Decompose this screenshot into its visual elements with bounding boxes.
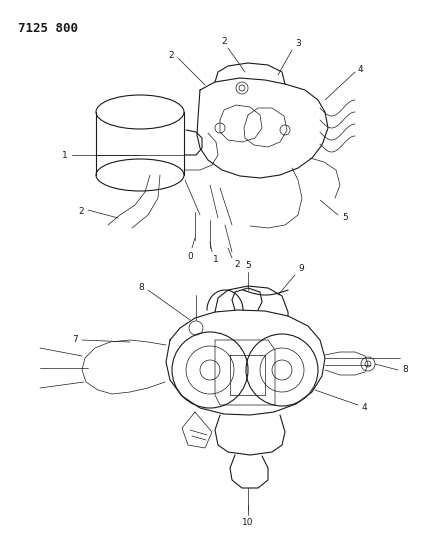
Text: 8: 8: [138, 284, 144, 293]
Text: 10: 10: [242, 518, 254, 527]
Text: 2: 2: [234, 260, 240, 269]
Text: 1: 1: [213, 255, 219, 264]
Text: 3: 3: [295, 39, 301, 48]
Text: 2: 2: [221, 37, 227, 46]
Text: 9: 9: [298, 264, 304, 273]
Text: 7125 800: 7125 800: [18, 22, 78, 35]
Text: 5: 5: [245, 261, 251, 270]
Text: 4: 4: [358, 66, 364, 75]
Text: 4: 4: [362, 402, 368, 411]
Text: 8: 8: [402, 366, 408, 375]
Text: 2: 2: [168, 52, 174, 61]
Text: 0: 0: [187, 252, 193, 261]
Text: 5: 5: [342, 213, 348, 222]
Text: 2: 2: [78, 207, 84, 216]
Text: 7: 7: [72, 335, 78, 344]
Text: 1: 1: [62, 150, 68, 159]
